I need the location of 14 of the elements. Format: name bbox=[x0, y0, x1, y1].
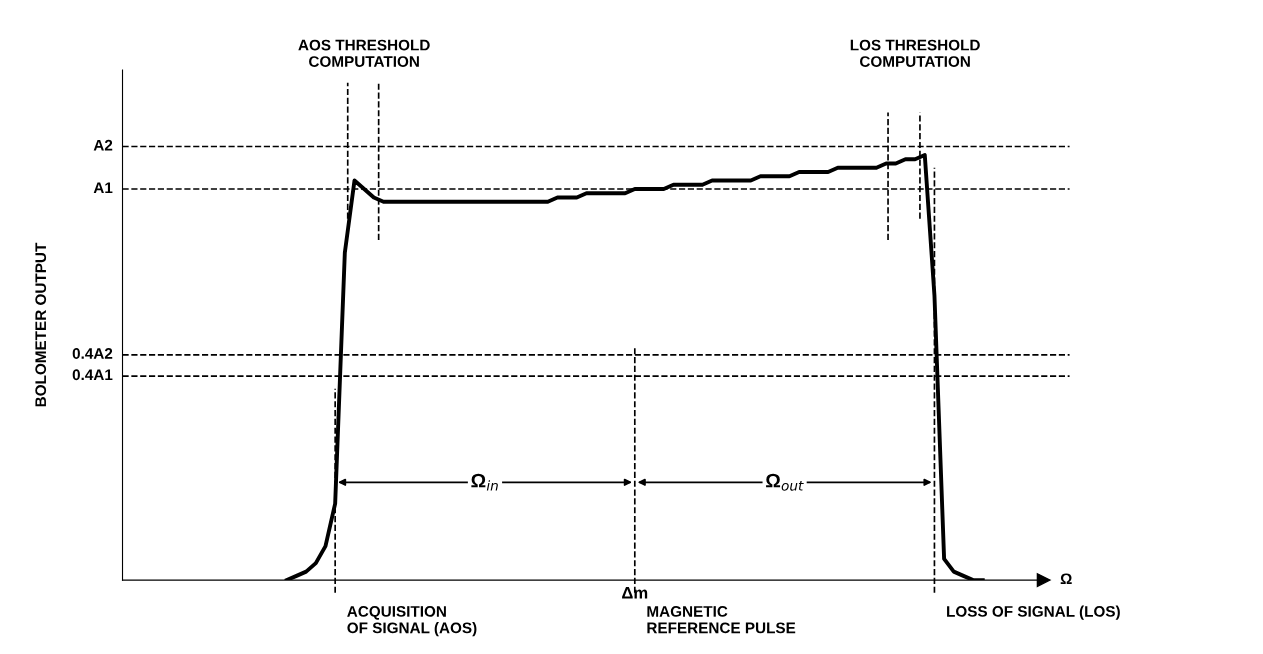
text: MAGNETIC REFERENCE PULSE bbox=[647, 606, 796, 634]
ref-line-label: 0.4A1 bbox=[72, 369, 113, 381]
x-axis-title: Ω bbox=[1060, 573, 1072, 585]
text: AOS THRESHOLD COMPUTATION bbox=[298, 39, 430, 67]
ref-line-label: A2 bbox=[93, 139, 113, 151]
ref-line-label: A1 bbox=[93, 182, 113, 193]
text: BOLOMETER OUTPUT bbox=[35, 242, 47, 407]
text: LOS THRESHOLD COMPUTATION bbox=[850, 39, 980, 67]
text: Δm bbox=[622, 587, 648, 599]
annotation: Ω$_{out}$ bbox=[766, 473, 804, 491]
ref-line-label: 0.4A2 bbox=[72, 348, 113, 359]
text: LOSS OF SIGNAL (LOS) bbox=[947, 605, 1120, 620]
text: ACQUISITION OF SIGNAL (AOS) bbox=[347, 606, 477, 637]
annotation: Ω$_{in}$ bbox=[471, 473, 498, 491]
